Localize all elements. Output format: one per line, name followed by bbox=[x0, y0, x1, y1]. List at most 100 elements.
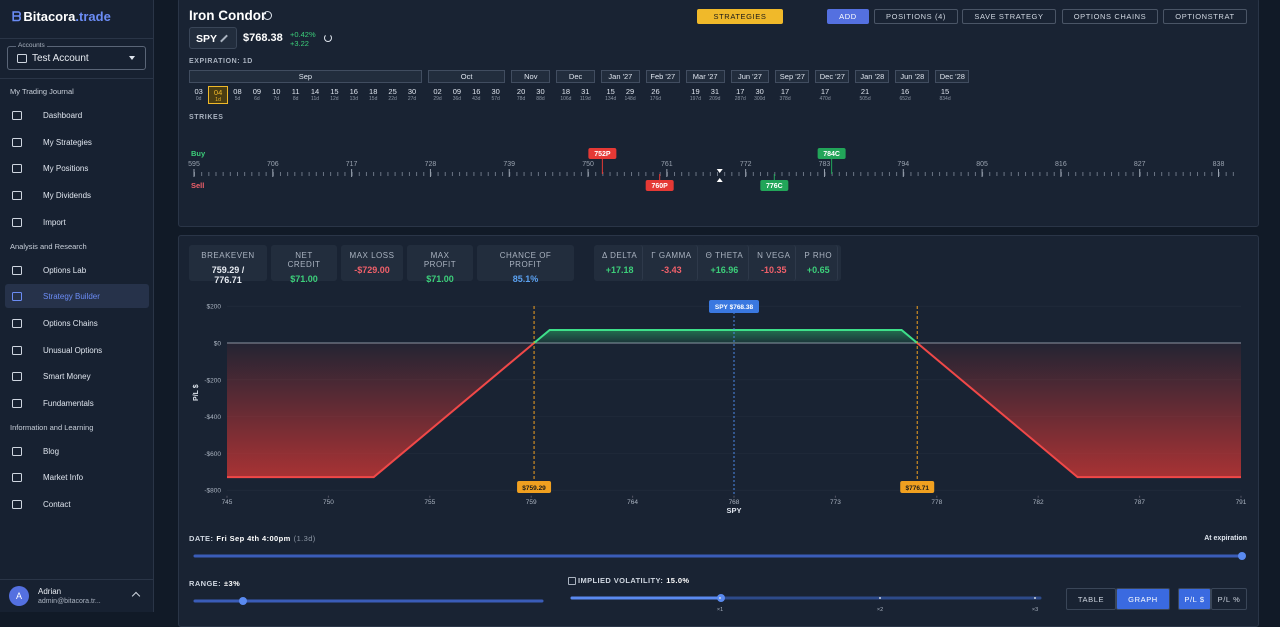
toggle-button[interactable]: P/L $ bbox=[1178, 588, 1211, 610]
expiration-date[interactable]: 18 15d bbox=[364, 86, 383, 104]
nav-item[interactable]: Market Info bbox=[5, 465, 149, 489]
month-group: Jun '28 16 652d bbox=[895, 70, 930, 104]
expiration-date[interactable]: 04 1d bbox=[208, 86, 228, 104]
expiration-date[interactable]: 16 43d bbox=[467, 86, 486, 104]
month-header: Sep bbox=[189, 70, 422, 83]
stat-value: $71.00 bbox=[426, 274, 454, 284]
expiration-date[interactable]: 29 148d bbox=[620, 86, 639, 104]
expiration-date[interactable]: 16 652d bbox=[895, 86, 914, 104]
divider bbox=[0, 78, 153, 79]
header-button[interactable]: POSITIONS (4) bbox=[874, 9, 958, 24]
expiration-date[interactable]: 03 0d bbox=[189, 86, 208, 104]
date-day: 18 bbox=[369, 87, 378, 96]
date-dte: 505d bbox=[859, 96, 871, 102]
expiration-date[interactable]: 30 57d bbox=[486, 86, 505, 104]
button-label: SAVE STRATEGY bbox=[974, 12, 1044, 21]
nav-item[interactable]: Fundamentals bbox=[5, 391, 149, 415]
nav-item[interactable]: Import bbox=[5, 210, 149, 234]
header-button[interactable]: OPTIONS CHAINS bbox=[1062, 9, 1158, 24]
date-dte: 11d bbox=[311, 96, 320, 102]
date-day: 17 bbox=[736, 87, 745, 96]
expiration-date[interactable]: 21 505d bbox=[855, 86, 874, 104]
toggle-button[interactable]: GRAPH bbox=[1116, 588, 1170, 610]
date-dte: 287d bbox=[734, 96, 746, 102]
expiration-date[interactable]: 14 11d bbox=[305, 86, 324, 104]
expiration-date[interactable]: 31 119d bbox=[576, 86, 595, 104]
expiration-date[interactable]: 30 300d bbox=[750, 86, 769, 104]
expiration-date[interactable]: 19 197d bbox=[686, 86, 705, 104]
nav-item[interactable]: Unusual Options bbox=[5, 338, 149, 362]
expiration-date[interactable]: 15 12d bbox=[325, 86, 344, 104]
expiration-date[interactable]: 02 29d bbox=[428, 86, 447, 104]
expiration-date[interactable]: 09 6d bbox=[247, 86, 266, 104]
date-dte: 1d bbox=[215, 97, 221, 103]
expiration-date[interactable]: 20 78d bbox=[511, 86, 530, 104]
expiration-date[interactable]: 17 287d bbox=[731, 86, 750, 104]
expiration-date[interactable]: 17 470d bbox=[815, 86, 834, 104]
expiration-date[interactable]: 26 176d bbox=[646, 86, 665, 104]
expiration-date[interactable]: 30 27d bbox=[402, 86, 421, 104]
date-day: 11 bbox=[291, 87, 300, 96]
greek-box: Ρ RHO +0.65 bbox=[799, 245, 839, 281]
nav-item[interactable]: Options Lab bbox=[5, 258, 149, 282]
nav-item[interactable]: Strategy Builder bbox=[5, 284, 149, 309]
nav-item[interactable]: Options Chains bbox=[5, 311, 149, 335]
header-button[interactable]: STRATEGIES bbox=[697, 9, 783, 24]
expiration-date[interactable]: 30 88d bbox=[531, 86, 550, 104]
expiration-date[interactable]: 09 36d bbox=[447, 86, 466, 104]
expiration-date[interactable]: 08 5d bbox=[228, 86, 247, 104]
nav-item[interactable]: My Positions bbox=[5, 156, 149, 180]
control-label: DATE: Fri Sep 4th 4:00pm (1.3d) bbox=[189, 534, 316, 543]
header-button[interactable]: OPTIONSTRAT bbox=[1163, 9, 1247, 24]
expiration-date[interactable]: 10 7d bbox=[267, 86, 286, 104]
greek-box: Γ GAMMA -3.43 bbox=[646, 245, 698, 281]
nav-item[interactable]: Blog bbox=[5, 439, 149, 463]
iv-checkbox[interactable] bbox=[568, 577, 576, 585]
stat-label: MAX LOSS bbox=[349, 251, 395, 260]
date-day: 02 bbox=[433, 87, 442, 96]
date-dte: 36d bbox=[452, 96, 462, 102]
button-label: P/L $ bbox=[1184, 594, 1205, 604]
nav-label: Contact bbox=[43, 500, 71, 510]
control-text: RANGE: bbox=[189, 579, 221, 588]
icon bbox=[12, 191, 22, 201]
month-header: Dec bbox=[556, 70, 595, 83]
greek-box: Δ DELTA +17.18 bbox=[597, 245, 644, 281]
expiration-date[interactable]: 15 834d bbox=[935, 86, 954, 104]
refresh-icon[interactable] bbox=[324, 34, 332, 42]
nav-item[interactable]: Smart Money bbox=[5, 364, 149, 388]
nav-item[interactable]: Contact bbox=[5, 492, 149, 516]
nav-item[interactable]: Dashboard bbox=[5, 103, 149, 127]
date-row: 15 134d 29 148d bbox=[601, 86, 640, 104]
button-label: ADD bbox=[839, 12, 857, 21]
icon bbox=[12, 137, 22, 147]
icon bbox=[12, 473, 22, 483]
header-button[interactable]: SAVE STRATEGY bbox=[962, 9, 1056, 24]
nav-item[interactable]: My Strategies bbox=[5, 130, 149, 154]
month-header: Sep '27 bbox=[775, 70, 810, 83]
nav-label: Fundamentals bbox=[43, 399, 94, 408]
expiration-date[interactable]: 16 13d bbox=[344, 86, 363, 104]
ticker-box[interactable]: SPY bbox=[189, 27, 237, 49]
date-row: 26 176d bbox=[646, 86, 680, 104]
expiration-date[interactable]: 25 22d bbox=[383, 86, 402, 104]
brand-name: Bitacora bbox=[23, 9, 76, 24]
date-dte: 13d bbox=[349, 96, 358, 102]
stat-value: $71.00 bbox=[290, 274, 318, 284]
toggle-button[interactable]: TABLE bbox=[1066, 588, 1116, 610]
expiration-date[interactable]: 31 209d bbox=[705, 86, 724, 104]
date-row: 15 834d bbox=[935, 86, 969, 104]
expiration-date[interactable]: 11 8d bbox=[286, 86, 305, 104]
edit-icon bbox=[220, 34, 228, 43]
expiration-date[interactable]: 18 106d bbox=[556, 86, 575, 104]
expiration-date[interactable]: 15 134d bbox=[601, 86, 620, 104]
toggle-button[interactable]: P/L % bbox=[1211, 588, 1247, 610]
stat-box: MAX PROFIT $71.00 bbox=[407, 245, 473, 284]
date-day: 29 bbox=[625, 87, 635, 96]
greek-value: +0.65 bbox=[806, 265, 830, 275]
nav-item[interactable]: My Dividends bbox=[5, 183, 149, 207]
header-button[interactable]: ADD bbox=[827, 9, 869, 24]
control-text: IMPLIED VOLATILITY: bbox=[578, 576, 664, 585]
account-select[interactable]: Accounts Test Account bbox=[7, 42, 146, 70]
expiration-date[interactable]: 17 378d bbox=[775, 86, 794, 104]
